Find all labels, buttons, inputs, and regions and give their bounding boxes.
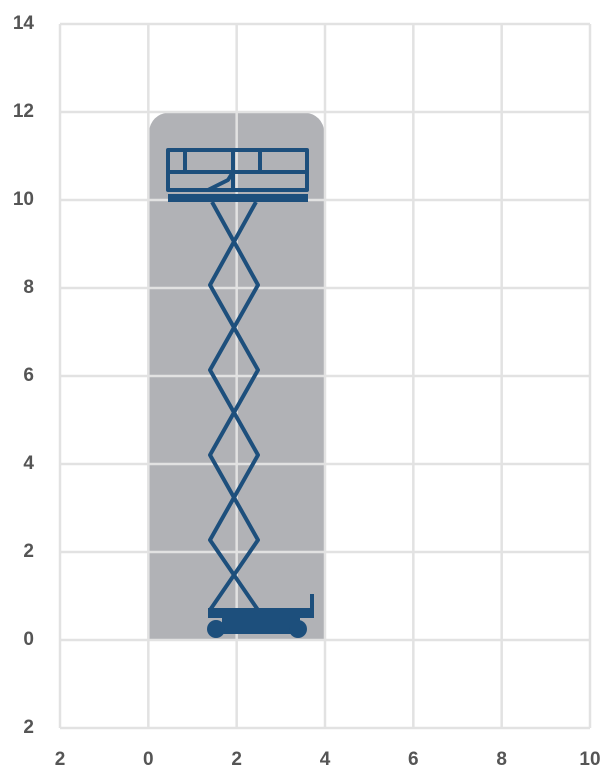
- y-tick-label: 4: [23, 453, 34, 474]
- y-tick-label: 12: [13, 101, 34, 122]
- wheel: [289, 620, 307, 638]
- x-tick-label: 4: [320, 749, 331, 770]
- x-tick-label: 10: [579, 749, 600, 770]
- y-tick-label: 0: [23, 629, 34, 650]
- base: [222, 618, 300, 634]
- y-tick-label: 6: [23, 365, 34, 386]
- x-tick-label: 2: [55, 749, 66, 770]
- deck: [168, 194, 308, 202]
- wheel: [207, 620, 225, 638]
- scissor-arm: [208, 201, 260, 612]
- x-tick-label: 2: [231, 749, 242, 770]
- y-tick-label: 2: [23, 541, 34, 562]
- chassis: [208, 608, 312, 618]
- x-tick-label: 8: [496, 749, 507, 770]
- y-tick-label: 10: [13, 189, 34, 210]
- y-tick-label: 14: [13, 13, 35, 34]
- grid: [58, 22, 592, 730]
- y-tick-label: 8: [23, 277, 34, 298]
- scissor-lift: [166, 148, 314, 638]
- y-tick-label: 2: [23, 717, 34, 738]
- rail: [207, 170, 235, 192]
- x-tick-label: 0: [143, 749, 154, 770]
- x-tick-label: 6: [408, 749, 419, 770]
